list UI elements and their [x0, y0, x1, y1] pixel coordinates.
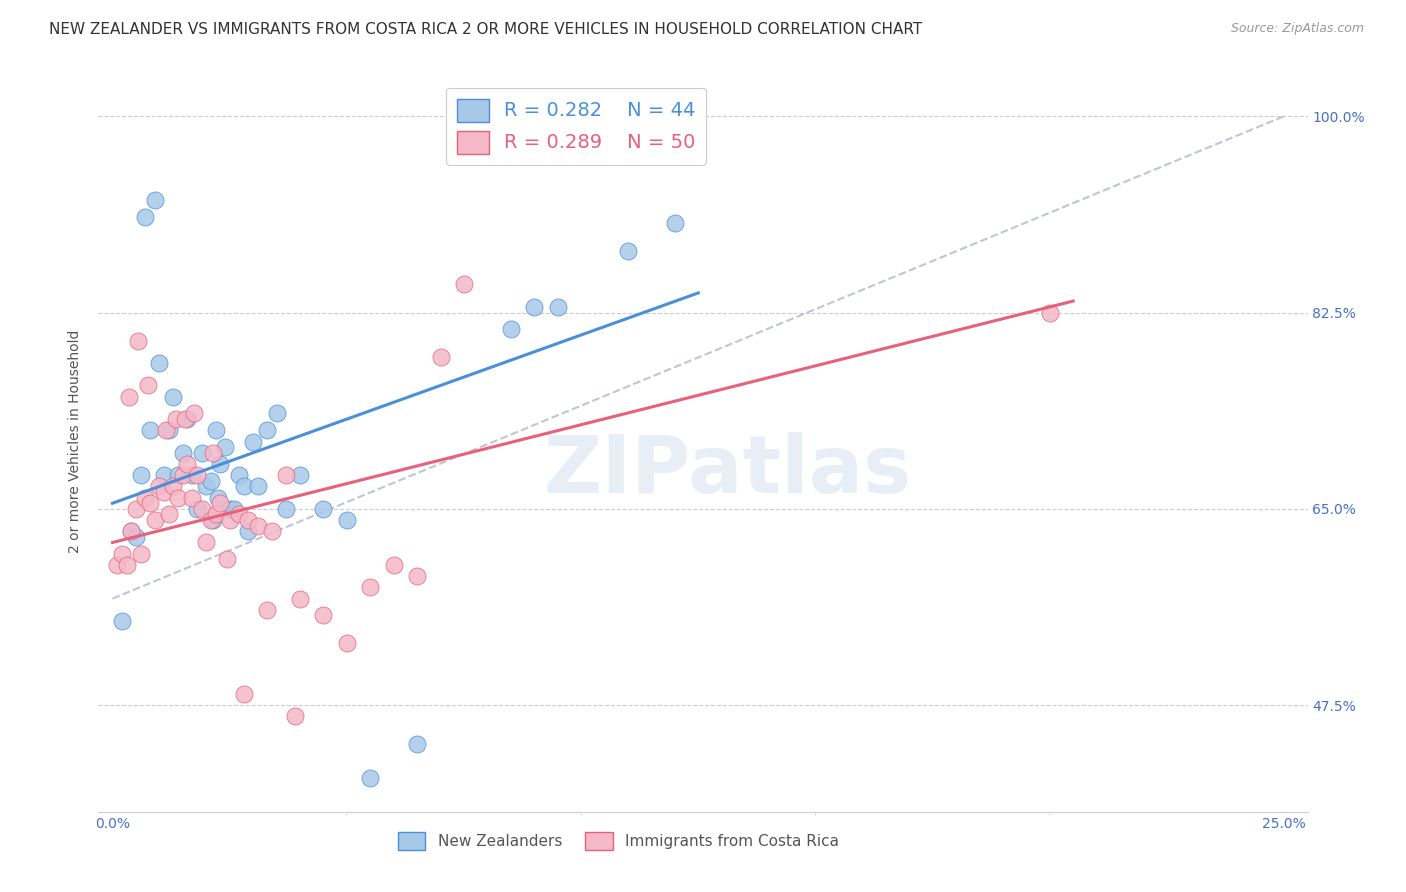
Point: [266, 407, 288, 421]
Point: [218, 501, 240, 516]
Point: [195, 535, 218, 549]
Point: [162, 479, 184, 493]
Point: [202, 446, 225, 460]
Point: [214, 440, 236, 454]
Point: [111, 547, 134, 561]
Point: [217, 552, 239, 566]
Point: [547, 300, 569, 314]
Point: [246, 479, 269, 493]
Point: [312, 501, 335, 516]
Point: [143, 194, 166, 208]
Point: [228, 468, 250, 483]
Point: [153, 468, 176, 483]
Point: [195, 479, 218, 493]
Point: [288, 468, 311, 483]
Point: [617, 244, 640, 258]
Point: [162, 390, 184, 404]
Point: [207, 491, 229, 505]
Point: [153, 485, 176, 500]
Point: [118, 390, 141, 404]
Point: [523, 300, 546, 314]
Text: Source: ZipAtlas.com: Source: ZipAtlas.com: [1230, 22, 1364, 36]
Point: [256, 423, 278, 437]
Point: [429, 351, 451, 365]
Point: [167, 491, 190, 505]
Point: [129, 547, 152, 561]
Point: [499, 322, 522, 336]
Point: [664, 216, 686, 230]
Point: [242, 434, 264, 449]
Y-axis label: 2 or more Vehicles in Household: 2 or more Vehicles in Household: [69, 330, 83, 553]
Point: [218, 513, 240, 527]
Point: [284, 709, 307, 723]
Point: [336, 636, 359, 650]
Point: [228, 508, 250, 522]
Point: [256, 603, 278, 617]
Point: [120, 524, 142, 539]
Point: [134, 210, 156, 224]
Legend: New Zealanders, Immigrants from Costa Rica: New Zealanders, Immigrants from Costa Ri…: [392, 826, 845, 856]
Point: [143, 513, 166, 527]
Point: [232, 479, 254, 493]
Point: [406, 738, 429, 752]
Point: [127, 334, 149, 348]
Point: [139, 423, 162, 437]
Point: [453, 277, 475, 292]
Point: [200, 474, 222, 488]
Point: [204, 508, 226, 522]
Point: [111, 614, 134, 628]
Point: [125, 501, 148, 516]
Point: [148, 356, 170, 370]
Point: [181, 491, 204, 505]
Point: [190, 446, 212, 460]
Point: [172, 468, 194, 483]
Point: [136, 378, 159, 392]
Point: [139, 496, 162, 510]
Point: [129, 468, 152, 483]
Point: [105, 558, 128, 572]
Point: [186, 501, 208, 516]
Point: [312, 608, 335, 623]
Point: [148, 479, 170, 493]
Point: [406, 569, 429, 583]
Point: [382, 558, 405, 572]
Point: [200, 513, 222, 527]
Point: [190, 501, 212, 516]
Point: [176, 412, 198, 426]
Point: [115, 558, 138, 572]
Point: [209, 457, 232, 471]
Point: [204, 423, 226, 437]
Point: [157, 423, 180, 437]
Point: [238, 524, 260, 539]
Text: ZIPatlas: ZIPatlas: [543, 432, 911, 510]
Point: [288, 591, 311, 606]
Text: NEW ZEALANDER VS IMMIGRANTS FROM COSTA RICA 2 OR MORE VEHICLES IN HOUSEHOLD CORR: NEW ZEALANDER VS IMMIGRANTS FROM COSTA R…: [49, 22, 922, 37]
Point: [1039, 305, 1062, 319]
Point: [165, 412, 187, 426]
Point: [274, 468, 297, 483]
Point: [209, 496, 232, 510]
Point: [186, 468, 208, 483]
Point: [238, 513, 260, 527]
Point: [120, 524, 142, 539]
Point: [174, 412, 197, 426]
Point: [202, 513, 225, 527]
Point: [125, 530, 148, 544]
Point: [359, 771, 381, 785]
Point: [224, 501, 246, 516]
Point: [359, 580, 381, 594]
Point: [183, 407, 205, 421]
Point: [172, 446, 194, 460]
Point: [232, 687, 254, 701]
Point: [155, 423, 177, 437]
Point: [157, 508, 180, 522]
Point: [181, 468, 204, 483]
Point: [274, 501, 297, 516]
Point: [176, 457, 198, 471]
Point: [246, 518, 269, 533]
Point: [260, 524, 283, 539]
Point: [336, 513, 359, 527]
Point: [134, 491, 156, 505]
Point: [167, 468, 190, 483]
